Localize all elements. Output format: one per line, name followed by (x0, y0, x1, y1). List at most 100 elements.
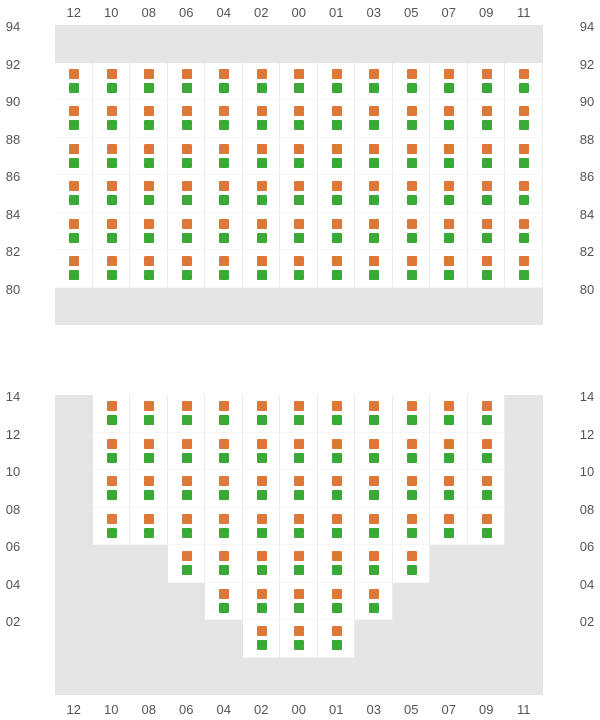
seat-cell[interactable] (243, 63, 281, 101)
seat-cell[interactable] (393, 213, 431, 251)
seat-cell[interactable] (93, 63, 131, 101)
seat-cell[interactable] (355, 175, 393, 213)
seat-cell[interactable] (130, 100, 168, 138)
seat-cell[interactable] (93, 433, 131, 471)
seat-cell[interactable] (168, 395, 206, 433)
seat-cell[interactable] (55, 175, 93, 213)
seat-cell[interactable] (93, 395, 131, 433)
seat-cell[interactable] (243, 395, 281, 433)
seat-cell[interactable] (55, 213, 93, 251)
seat-cell[interactable] (130, 433, 168, 471)
seat-cell[interactable] (355, 63, 393, 101)
seat-cell[interactable] (393, 508, 431, 546)
seat-cell[interactable] (93, 508, 131, 546)
seat-cell[interactable] (280, 250, 318, 288)
seat-cell[interactable] (280, 545, 318, 583)
seat-cell[interactable] (205, 470, 243, 508)
seat-cell[interactable] (55, 250, 93, 288)
seat-cell[interactable] (205, 433, 243, 471)
seat-cell[interactable] (430, 470, 468, 508)
seat-cell[interactable] (355, 545, 393, 583)
seat-cell[interactable] (130, 213, 168, 251)
seat-cell[interactable] (505, 63, 543, 101)
seat-cell[interactable] (280, 100, 318, 138)
seat-cell[interactable] (468, 213, 506, 251)
seat-cell[interactable] (318, 213, 356, 251)
seat-cell[interactable] (168, 213, 206, 251)
seat-cell[interactable] (93, 138, 131, 176)
seat-cell[interactable] (205, 213, 243, 251)
seat-cell[interactable] (430, 250, 468, 288)
seat-cell[interactable] (168, 100, 206, 138)
seat-cell[interactable] (93, 100, 131, 138)
seat-cell[interactable] (318, 100, 356, 138)
seat-cell[interactable] (280, 508, 318, 546)
seat-cell[interactable] (168, 63, 206, 101)
seat-cell[interactable] (355, 213, 393, 251)
seat-cell[interactable] (168, 250, 206, 288)
seat-cell[interactable] (93, 250, 131, 288)
seat-cell[interactable] (393, 175, 431, 213)
seat-cell[interactable] (468, 395, 506, 433)
seat-cell[interactable] (393, 250, 431, 288)
seat-cell[interactable] (205, 100, 243, 138)
seat-cell[interactable] (280, 620, 318, 658)
seat-cell[interactable] (205, 250, 243, 288)
seat-cell[interactable] (205, 583, 243, 621)
seat-cell[interactable] (355, 250, 393, 288)
seat-cell[interactable] (355, 433, 393, 471)
seat-cell[interactable] (468, 433, 506, 471)
seat-cell[interactable] (243, 213, 281, 251)
seat-cell[interactable] (505, 213, 543, 251)
seat-cell[interactable] (168, 138, 206, 176)
seat-cell[interactable] (130, 175, 168, 213)
seat-cell[interactable] (393, 433, 431, 471)
seat-cell[interactable] (355, 395, 393, 433)
seat-cell[interactable] (468, 175, 506, 213)
seat-cell[interactable] (318, 508, 356, 546)
seat-cell[interactable] (130, 250, 168, 288)
seat-cell[interactable] (205, 395, 243, 433)
seat-cell[interactable] (468, 63, 506, 101)
seat-cell[interactable] (280, 395, 318, 433)
seat-cell[interactable] (505, 175, 543, 213)
seat-cell[interactable] (93, 175, 131, 213)
seat-cell[interactable] (205, 545, 243, 583)
seat-cell[interactable] (93, 213, 131, 251)
seat-cell[interactable] (280, 433, 318, 471)
seat-cell[interactable] (393, 138, 431, 176)
seat-cell[interactable] (318, 433, 356, 471)
seat-cell[interactable] (318, 583, 356, 621)
seat-cell[interactable] (393, 63, 431, 101)
seat-cell[interactable] (243, 138, 281, 176)
seat-cell[interactable] (130, 470, 168, 508)
seat-cell[interactable] (355, 100, 393, 138)
seat-cell[interactable] (205, 175, 243, 213)
seat-cell[interactable] (280, 470, 318, 508)
seat-cell[interactable] (243, 250, 281, 288)
seat-cell[interactable] (205, 138, 243, 176)
seat-cell[interactable] (280, 138, 318, 176)
seat-cell[interactable] (243, 175, 281, 213)
seat-cell[interactable] (55, 100, 93, 138)
seat-cell[interactable] (430, 213, 468, 251)
seat-cell[interactable] (130, 395, 168, 433)
seat-cell[interactable] (55, 63, 93, 101)
seat-cell[interactable] (505, 138, 543, 176)
seat-cell[interactable] (468, 508, 506, 546)
seat-cell[interactable] (355, 508, 393, 546)
seat-cell[interactable] (205, 63, 243, 101)
seat-cell[interactable] (280, 175, 318, 213)
seat-cell[interactable] (468, 100, 506, 138)
seat-cell[interactable] (430, 508, 468, 546)
seat-cell[interactable] (318, 63, 356, 101)
seat-cell[interactable] (243, 508, 281, 546)
seat-cell[interactable] (243, 583, 281, 621)
seat-cell[interactable] (168, 508, 206, 546)
seat-cell[interactable] (318, 250, 356, 288)
seat-cell[interactable] (505, 100, 543, 138)
seat-cell[interactable] (468, 138, 506, 176)
seat-cell[interactable] (430, 63, 468, 101)
seat-cell[interactable] (55, 138, 93, 176)
seat-cell[interactable] (393, 100, 431, 138)
